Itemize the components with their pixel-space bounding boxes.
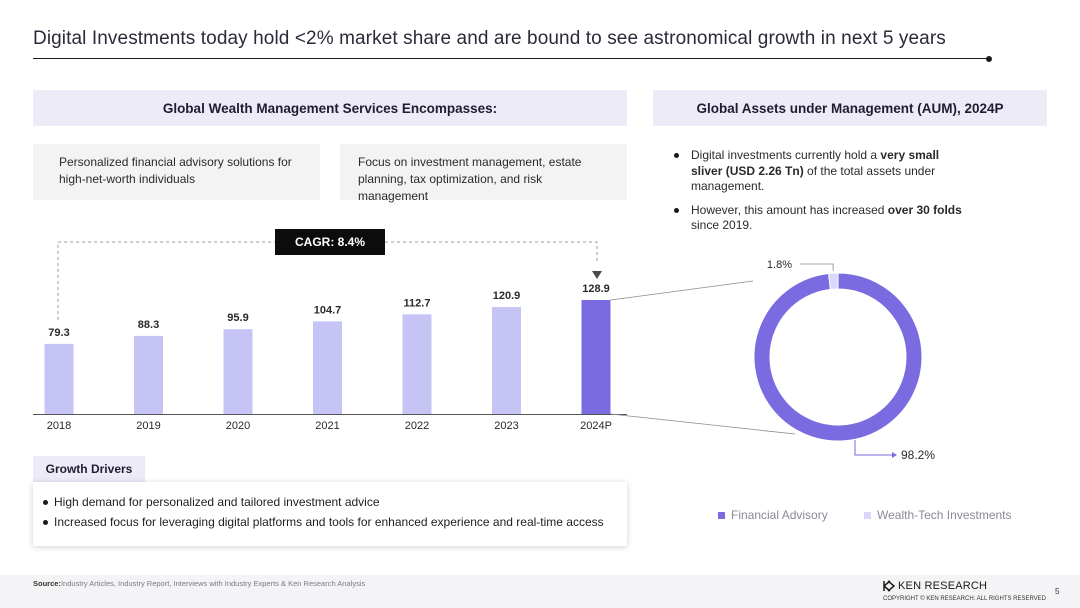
ken-logo-icon <box>883 580 895 592</box>
title-divider <box>33 58 988 59</box>
aum-insight-item: Digital investments currently hold a ver… <box>672 148 972 195</box>
service-card-advisory: Personalized financial advisory solution… <box>33 144 320 200</box>
bar-value-label: 79.3 <box>48 327 69 339</box>
bar-value-label: 128.9 <box>582 283 610 295</box>
slice-leader-line <box>800 263 834 272</box>
wealth-services-heading: Global Wealth Management Services Encomp… <box>33 90 627 126</box>
insight-text: However, this amount has increased <box>691 202 888 217</box>
bar-value-label: 95.9 <box>227 312 248 324</box>
legend-swatch <box>718 511 725 519</box>
cagr-arrow-icon <box>592 271 602 279</box>
legend-item-financial-advisory: Financial Advisory <box>718 508 828 522</box>
leader-arrow-icon <box>892 452 897 458</box>
legend-label: Wealth-Tech Investments <box>877 508 1012 522</box>
bar-value-label: 112.7 <box>404 297 431 309</box>
bar-2021 <box>313 321 342 414</box>
source-label: Source: <box>33 579 61 588</box>
legend-label: Financial Advisory <box>731 508 828 522</box>
slice-label-wealth-tech: 1.8% <box>767 259 792 271</box>
growth-driver-item: High demand for personalized and tailore… <box>43 492 627 512</box>
bar-2020 <box>223 329 253 414</box>
page-number: 5 <box>1055 587 1060 596</box>
growth-driver-item: Increased focus for leveraging digital p… <box>43 512 627 532</box>
insight-highlight: very small sliver (USD 2.26 Tn) <box>691 148 940 178</box>
service-text: Personalized financial advisory solution… <box>59 155 292 186</box>
slice-label-financial-advisory: 98.2% <box>901 448 935 462</box>
aum-heading: Global Assets under Management (AUM), 20… <box>653 90 1047 126</box>
growth-drivers-list: High demand for personalized and tailore… <box>33 482 627 546</box>
page-title: Digital Investments today hold <2% marke… <box>33 28 946 49</box>
footer-bar <box>0 575 1080 608</box>
aum-insights-list: Digital investments currently hold a ver… <box>672 148 972 242</box>
insight-text: since 2019. <box>691 218 753 232</box>
growth-drivers-tab: Growth Drivers <box>33 456 145 482</box>
donut-slice-financial-advisory <box>753 272 923 442</box>
cagr-bracket <box>57 241 598 320</box>
copyright-text: COPYRIGHT © KEN RESEARCH. ALL RIGHTS RES… <box>883 596 1047 602</box>
aum-insight-item: However, this amount has increased over … <box>672 203 972 234</box>
insight-text: of the total assets under management. <box>691 163 936 194</box>
bar-value-label: 120.9 <box>493 290 521 302</box>
brand-name: KEN RESEARCH <box>898 580 988 592</box>
legend-item-wealth-tech: Wealth-Tech Investments <box>864 508 1012 522</box>
connector-line-top <box>610 280 754 301</box>
bar-2024P <box>581 300 611 414</box>
insight-text: Digital investments currently hold a <box>691 148 881 162</box>
brand-logo: KEN RESEARCH <box>883 580 987 592</box>
x-tick-label: 2024P <box>580 420 612 432</box>
bar-2019 <box>134 335 163 414</box>
legend-swatch <box>864 511 871 519</box>
service-card-management: Focus on investment management, estate p… <box>340 144 627 203</box>
bar-2018 <box>44 343 74 414</box>
bar-value-label: 88.3 <box>138 319 159 331</box>
slice-leader-line <box>854 440 894 456</box>
service-text: Focus on investment management, estate p… <box>358 155 582 203</box>
bar-2023 <box>492 307 521 414</box>
insight-highlight: over 30 folds <box>887 202 962 217</box>
source-note: Source:Industry Articles, Industry Repor… <box>33 579 365 588</box>
connector-line-bottom <box>610 413 796 435</box>
x-tick-label: 2018 <box>47 420 71 432</box>
bar-value-label: 104.7 <box>314 304 342 316</box>
x-tick-label: 2020 <box>226 420 250 432</box>
x-tick-label: 2019 <box>136 420 160 432</box>
x-tick-label: 2023 <box>494 420 518 432</box>
title-divider-dot <box>986 55 992 62</box>
cagr-badge: CAGR: 8.4% <box>275 229 385 255</box>
x-tick-label: 2021 <box>315 420 339 432</box>
bar-2022 <box>402 314 432 414</box>
x-tick-label: 2022 <box>405 420 429 432</box>
source-text: Industry Articles, Industry Report, Inte… <box>60 579 366 588</box>
